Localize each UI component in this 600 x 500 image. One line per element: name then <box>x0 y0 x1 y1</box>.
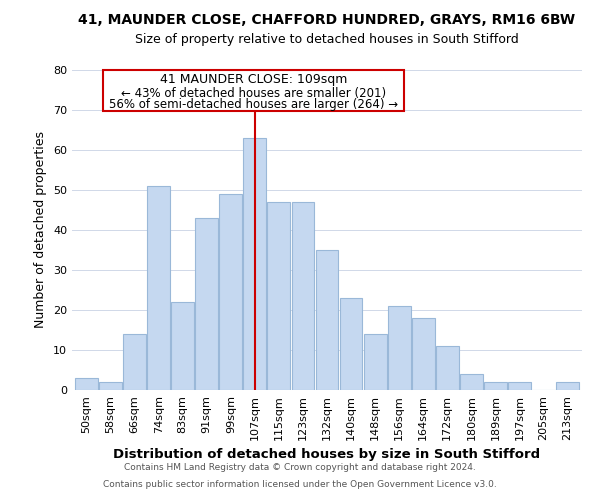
Bar <box>75 378 98 390</box>
Text: Contains public sector information licensed under the Open Government Licence v3: Contains public sector information licen… <box>103 480 497 489</box>
Text: 56% of semi-detached houses are larger (264) →: 56% of semi-detached houses are larger (… <box>109 98 398 112</box>
Bar <box>220 194 242 390</box>
Bar <box>364 334 386 390</box>
Bar <box>508 382 531 390</box>
Bar <box>388 306 410 390</box>
Text: ← 43% of detached houses are smaller (201): ← 43% of detached houses are smaller (20… <box>121 86 386 100</box>
FancyBboxPatch shape <box>103 70 404 111</box>
Bar <box>340 298 362 390</box>
Bar <box>316 250 338 390</box>
Text: Contains HM Land Registry data © Crown copyright and database right 2024.: Contains HM Land Registry data © Crown c… <box>124 464 476 472</box>
Bar <box>268 202 290 390</box>
Text: Size of property relative to detached houses in South Stifford: Size of property relative to detached ho… <box>135 32 519 46</box>
Bar <box>171 302 194 390</box>
Bar <box>195 218 218 390</box>
Bar <box>484 382 507 390</box>
Bar <box>460 374 483 390</box>
Bar <box>412 318 434 390</box>
Text: 41, MAUNDER CLOSE, CHAFFORD HUNDRED, GRAYS, RM16 6BW: 41, MAUNDER CLOSE, CHAFFORD HUNDRED, GRA… <box>79 12 575 26</box>
Bar <box>123 334 146 390</box>
Bar <box>244 138 266 390</box>
Text: 41 MAUNDER CLOSE: 109sqm: 41 MAUNDER CLOSE: 109sqm <box>160 74 347 86</box>
Bar <box>292 202 314 390</box>
Bar <box>99 382 122 390</box>
X-axis label: Distribution of detached houses by size in South Stifford: Distribution of detached houses by size … <box>113 448 541 461</box>
Bar <box>436 346 459 390</box>
Y-axis label: Number of detached properties: Number of detached properties <box>34 132 47 328</box>
Bar <box>556 382 579 390</box>
Bar <box>147 186 170 390</box>
